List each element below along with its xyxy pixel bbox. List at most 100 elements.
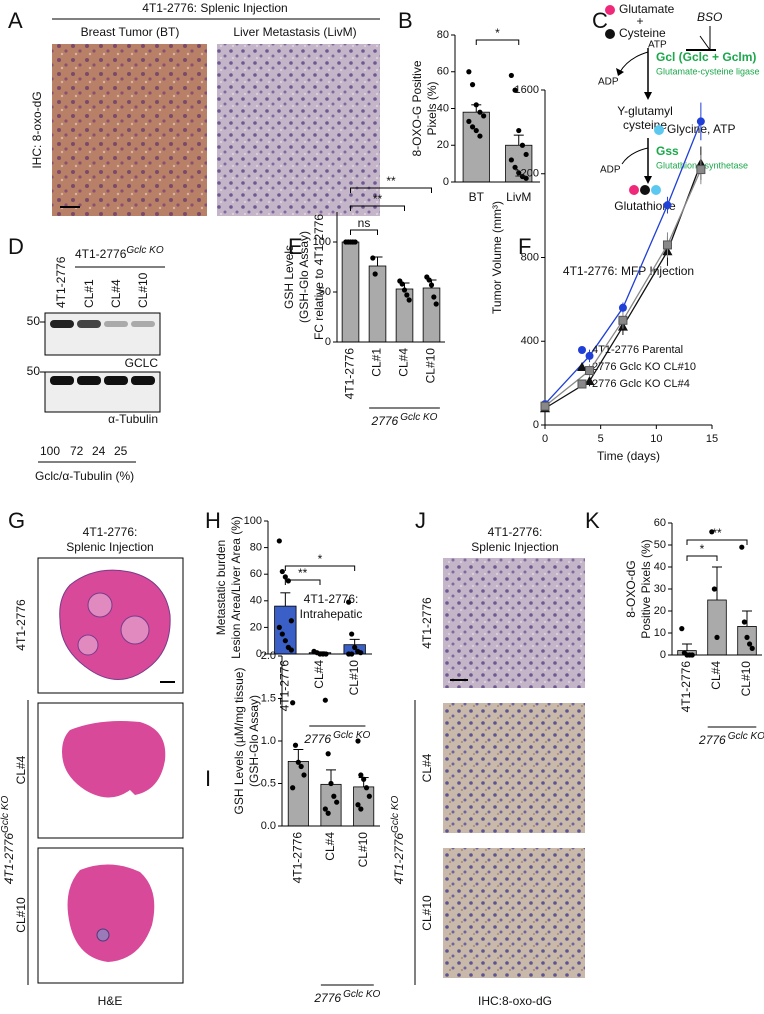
x-tick-label: 15 — [706, 433, 718, 445]
arrow — [621, 147, 649, 165]
legend-marker — [578, 346, 586, 354]
x-tick-label: 10 — [650, 433, 662, 445]
sig-bracket — [475, 39, 520, 45]
lesion — [77, 634, 99, 656]
data-point — [290, 700, 296, 706]
data-point — [477, 109, 483, 115]
row-label: CL#10 — [420, 895, 434, 931]
panel-label: I — [205, 766, 211, 791]
data-point — [358, 806, 364, 812]
x-tick-label: CL#10 — [739, 661, 753, 697]
histology-image — [443, 703, 585, 833]
x-tick-label: 5 — [598, 433, 604, 445]
x-tick-label: CL#1 — [370, 348, 384, 377]
x-tick-label: CL#10 — [356, 832, 370, 868]
diagram-text: Cysteine — [619, 26, 666, 40]
data-point — [714, 634, 720, 641]
data-point — [322, 806, 328, 812]
mw-marker: 50 — [27, 364, 41, 378]
data-point — [355, 738, 361, 744]
footer: IHC:8-oxo-dG — [478, 994, 552, 1008]
data-point — [282, 638, 288, 644]
sig-bracket — [686, 539, 748, 545]
arrow-head — [644, 176, 652, 184]
axis-label: Metastatic burden — [214, 540, 228, 635]
data-point — [288, 647, 294, 653]
sig-label: ns — [358, 216, 371, 230]
band — [77, 376, 101, 385]
glycine-dot — [651, 185, 661, 195]
data-point — [426, 277, 432, 283]
y-tick-label: 400 — [521, 335, 539, 347]
band — [131, 321, 155, 327]
sig-bracket — [350, 187, 432, 193]
footer: H&E — [98, 994, 123, 1008]
group-sup: Gclc KO — [333, 730, 370, 741]
x-tick-label: CL#4 — [397, 348, 411, 377]
data-point — [466, 69, 472, 75]
group-label: 2776 Gclc KO — [371, 412, 438, 429]
x-tick-label: CL#10 — [347, 660, 361, 696]
group-text: 4T1-2776 — [392, 833, 406, 885]
chart-title: 4T1-2776: MFP Injection — [563, 264, 694, 278]
marker — [618, 303, 627, 312]
marker — [585, 351, 594, 360]
panel-title: Splenic Injection — [471, 540, 558, 554]
y-tick-label: 0 — [443, 176, 449, 188]
data-point — [366, 793, 372, 799]
lesion — [120, 615, 150, 645]
y-tick-label: 50 — [319, 286, 331, 298]
sig-label: ** — [298, 566, 308, 580]
data-point — [325, 810, 331, 816]
blot-label: α-Tubulin — [108, 412, 158, 426]
y-tick-label: 80 — [437, 29, 449, 41]
mw-marker: 50 — [27, 314, 41, 328]
panel-label: B — [398, 8, 413, 33]
glycine-dot — [654, 125, 664, 135]
axis-label: FC relative to 4T1-2776 — [312, 214, 326, 340]
data-point — [331, 793, 337, 799]
y-tick-label: 20 — [250, 621, 262, 633]
diagram-text: Glutamate — [619, 2, 675, 16]
blot — [44, 312, 161, 356]
x-tick-label: 0 — [542, 433, 548, 445]
band — [77, 320, 101, 328]
enzyme-name: Glutamate-cysteine ligase — [656, 66, 760, 76]
data-point — [744, 634, 750, 641]
sig-bracket — [284, 565, 356, 571]
panel-title: Splenic Injection — [66, 540, 153, 554]
sig-bracket — [350, 205, 405, 211]
header-text: 4T1-2776 — [75, 247, 127, 261]
cysteine-dot — [605, 29, 615, 39]
blot-header: 4T1-2776Gclc KO — [75, 245, 164, 262]
panel-label: J — [415, 508, 426, 533]
data-point — [372, 271, 378, 277]
image-label: Liver Metastasis (LivM) — [233, 25, 356, 39]
image-label: Breast Tumor (BT) — [81, 25, 180, 39]
data-point — [349, 631, 355, 637]
arrow — [619, 51, 649, 73]
data-point — [288, 618, 294, 624]
quant-value: 100 — [40, 444, 60, 458]
bar — [395, 288, 414, 343]
lane-label: CL#4 — [109, 279, 123, 308]
data-point — [298, 763, 304, 770]
row-label: 4T1-2776 — [14, 599, 28, 651]
group-text: 4T1-2776 — [2, 833, 16, 885]
sig-bracket — [350, 229, 378, 235]
band — [104, 321, 128, 327]
band — [50, 376, 74, 385]
lane-label: CL#10 — [136, 272, 150, 308]
marker — [540, 401, 550, 411]
group-text: 2776 — [303, 732, 331, 746]
data-point — [473, 127, 479, 134]
sig-label: * — [318, 552, 323, 566]
y-tick-label: 0.5 — [261, 777, 276, 789]
y-tick-label: 0 — [533, 419, 539, 431]
row-label: CL#10 — [14, 897, 28, 933]
y-tick-label: 50 — [654, 539, 666, 551]
group-text: 2776 — [313, 991, 341, 1005]
data-point — [523, 151, 529, 158]
bar — [737, 626, 757, 656]
data-point — [355, 802, 361, 808]
